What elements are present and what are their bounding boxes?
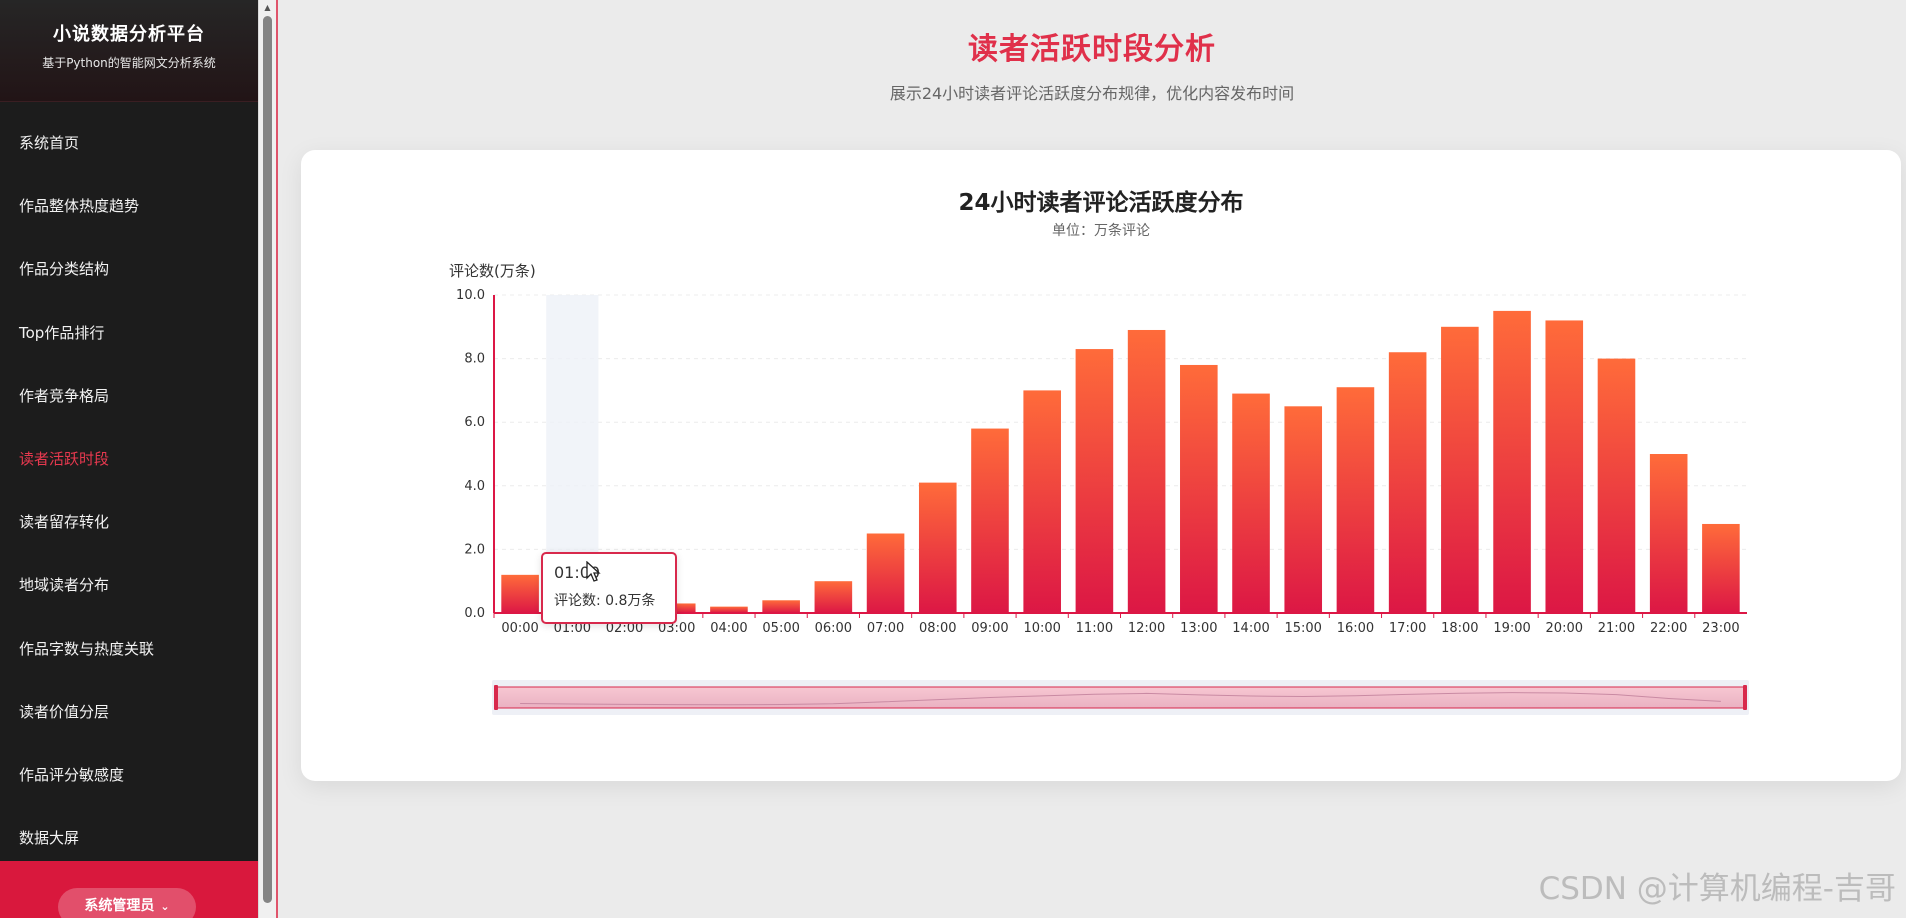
page-subtitle: 展示24小时读者评论活跃度分布规律，优化内容发布时间 [889, 84, 1295, 103]
sidebar: 小说数据分析平台 基于Python的智能网文分析系统 系统首页作品整体热度趋势作… [0, 0, 258, 918]
chart-subtitle: 单位：万条评论 [1052, 223, 1150, 239]
bar[interactable] [710, 606, 748, 613]
y-axis-label: 评论数(万条) [449, 262, 536, 280]
chevron-down-icon: ⌄ [160, 900, 170, 913]
x-tick-label: 00:00 [501, 621, 538, 636]
sidebar-item[interactable]: 作品整体热度趋势 [19, 197, 140, 216]
bar[interactable] [1023, 390, 1061, 613]
y-tick-label: 2.0 [464, 542, 485, 557]
bar[interactable] [1336, 387, 1375, 613]
bar-chart: 评论数(万条) 0.0 2.0 4.0 6.0 8.0 10.0 00:00 01:00 02:0… [449, 262, 1749, 715]
x-tick-label: 21:00 [1598, 621, 1635, 636]
x-tick-label: 09:00 [971, 621, 1008, 636]
sidebar-nav: 系统首页作品整体热度趋势 作品分类结构 Top作品排行 作者竞争格局 读者活跃时段 读者留… [0, 112, 258, 870]
sidebar-item[interactable]: 地域读者分布 [19, 576, 110, 595]
bar[interactable] [1702, 523, 1740, 613]
admin-label: 系统管理员 [84, 898, 155, 914]
admin-menu-button[interactable]: 系统管理员 ⌄ [58, 888, 196, 918]
datazoom-handle-left[interactable] [494, 685, 498, 710]
sidebar-item[interactable]: Top作品排行 [19, 323, 105, 342]
bar[interactable] [866, 533, 905, 614]
page-title: 读者活跃时段分析 [968, 32, 1216, 67]
bar[interactable] [1232, 393, 1270, 613]
bar[interactable] [762, 600, 800, 613]
x-tick-label: 23:00 [1702, 621, 1739, 636]
bar[interactable] [918, 482, 957, 613]
x-tick-label: 07:00 [867, 621, 904, 636]
y-tick-label: 4.0 [464, 479, 485, 494]
x-tick-label: 20:00 [1546, 621, 1583, 636]
sidebar-divider [276, 0, 278, 918]
x-tick-label: 18:00 [1441, 621, 1478, 636]
chart-card: 24小时读者评论活跃度分布 单位：万条评论 评论数(万条) 0.0 2.0 4.0 6.… [301, 150, 1901, 781]
x-tick-label: 10:00 [1023, 621, 1060, 636]
sidebar-item[interactable]: 作品评分敏感度 [19, 765, 125, 784]
x-tick-label: 11:00 [1076, 621, 1113, 636]
x-tick-label: 14:00 [1232, 621, 1269, 636]
bar[interactable] [1493, 310, 1531, 613]
bar[interactable] [1597, 358, 1636, 613]
x-tick-label: 08:00 [919, 621, 956, 636]
x-tick-label: 19:00 [1493, 621, 1530, 636]
bar[interactable] [1441, 326, 1479, 613]
bar[interactable] [1649, 454, 1688, 613]
bar[interactable] [1545, 320, 1584, 613]
bar[interactable] [1180, 364, 1218, 613]
y-tick-label: 6.0 [464, 415, 485, 430]
bar[interactable] [814, 581, 853, 613]
x-tick-label: 17:00 [1389, 621, 1426, 636]
x-tick-label: 15:00 [1284, 621, 1321, 636]
scroll-up-arrow-icon[interactable]: ▲ [264, 3, 271, 12]
x-tick-label: 16:00 [1337, 621, 1374, 636]
sidebar-item[interactable]: 作品字数与热度关联 [19, 639, 155, 658]
datazoom-handle-right[interactable] [1743, 685, 1747, 710]
x-tick-label: 03:00 [658, 621, 695, 636]
bar[interactable] [1284, 406, 1323, 613]
chart-tooltip: 01:00 评论数: 0.8万条 [541, 552, 677, 624]
sidebar-item[interactable]: 读者价值分层 [19, 702, 110, 721]
x-tick-label: 04:00 [710, 621, 747, 636]
sidebar-item[interactable]: 读者留存转化 [19, 513, 110, 532]
brand-title: 小说数据分析平台 [53, 24, 205, 45]
x-tick-label: 13:00 [1180, 621, 1217, 636]
sidebar-item[interactable]: 作品分类结构 [19, 260, 110, 279]
bar[interactable] [1075, 349, 1114, 613]
x-tick-label: 05:00 [762, 621, 799, 636]
sidebar-footer: 系统管理员 ⌄ [0, 861, 258, 918]
tooltip-value: 评论数: 0.8万条 [554, 593, 656, 609]
sidebar-item[interactable]: 数据大屏 [19, 829, 80, 848]
x-tick-label: 01:00 [554, 621, 591, 636]
x-tick-label: 12:00 [1128, 621, 1165, 636]
sidebar-scrollbar[interactable]: ▲ [258, 0, 276, 918]
bar[interactable] [501, 574, 539, 613]
bar[interactable] [1127, 329, 1166, 613]
chart-title: 24小时读者评论活跃度分布 [958, 190, 1244, 216]
bar[interactable] [971, 428, 1009, 613]
y-tick-label: 8.0 [464, 352, 485, 367]
tooltip-title: 01:00 [554, 563, 601, 582]
scroll-thumb[interactable] [263, 16, 272, 903]
brand-subtitle: 基于Python的智能网文分析系统 [42, 56, 216, 70]
sidebar-item[interactable]: 系统首页 [19, 134, 80, 152]
datazoom-preview-line [520, 692, 1721, 706]
brand: 小说数据分析平台 基于Python的智能网文分析系统 [0, 0, 258, 102]
sidebar-item[interactable]: 作者竞争格局 [19, 386, 110, 405]
x-tick-label: 22:00 [1650, 621, 1687, 636]
x-tick-label: 02:00 [606, 621, 643, 636]
mouse-pointer-icon [586, 561, 601, 582]
x-tick-label: 06:00 [815, 621, 852, 636]
bar[interactable] [1388, 352, 1427, 613]
y-tick-label: 10.0 [456, 288, 485, 303]
sidebar-item[interactable]: 读者活跃时段 [19, 449, 110, 468]
y-tick-label: 0.0 [464, 606, 485, 621]
watermark: CSDN @计算机编程-吉哥 [1538, 871, 1896, 907]
